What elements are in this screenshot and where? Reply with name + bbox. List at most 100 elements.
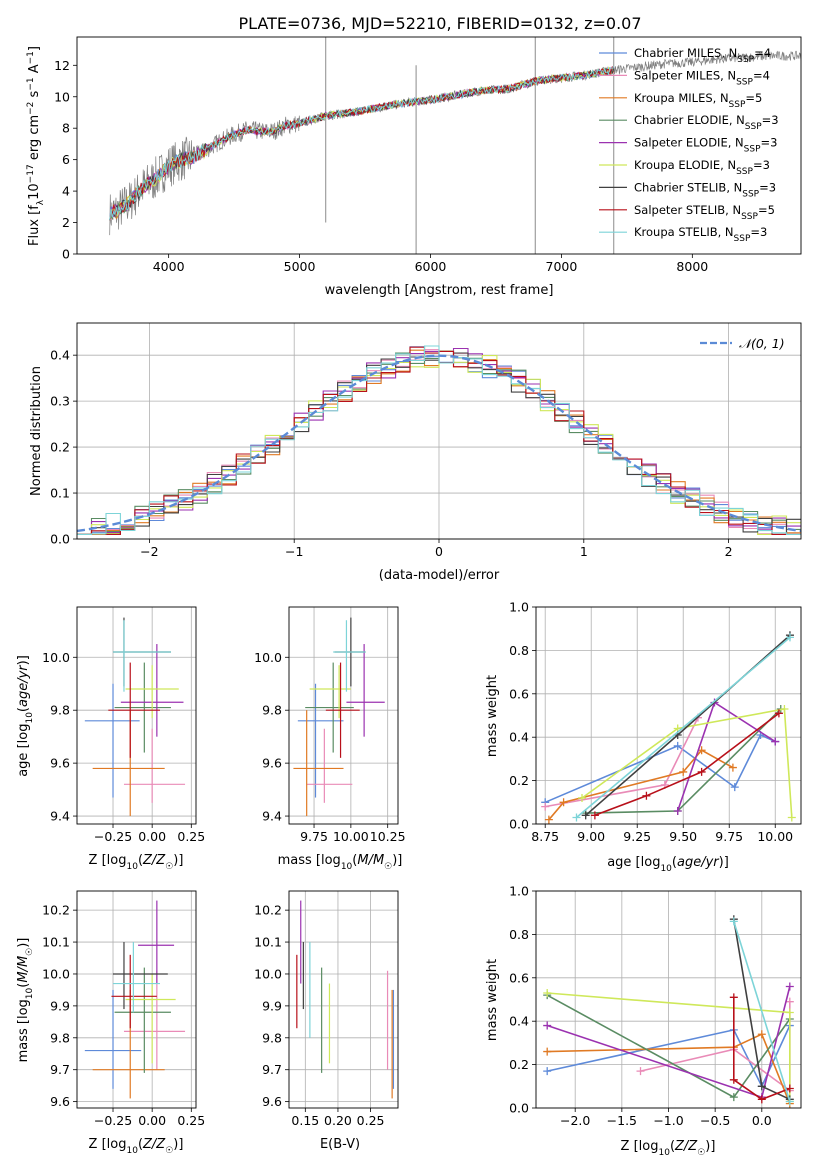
series-marker bbox=[785, 1097, 794, 1106]
plot-content bbox=[543, 915, 794, 1108]
y-tick-label: 12 bbox=[54, 58, 70, 73]
y-tick-label: 9.8 bbox=[262, 703, 282, 718]
y-axis-label: mass [log10(M/M☉)] bbox=[16, 938, 35, 1063]
x-tick-label: 9.50 bbox=[669, 829, 697, 844]
legend: Chabrier MILES, NSSP=4 Salpeter MILES, NS… bbox=[599, 46, 779, 244]
x-tick-label: −1 bbox=[285, 544, 303, 559]
x-tick-label: 2 bbox=[725, 544, 733, 559]
series-marker bbox=[642, 791, 651, 800]
series-marker bbox=[679, 767, 688, 776]
series-marker bbox=[757, 1095, 766, 1104]
axes-mass_weight_vs_age: 8.75 9.00 9.25 9.50 9.75 10.00 0.0 0.2 0.4 0.6 0.8… bbox=[485, 600, 802, 874]
y-tick-label: 4 bbox=[62, 184, 70, 199]
plot-content bbox=[541, 631, 796, 824]
series-marker bbox=[730, 783, 739, 792]
y-tick-label: 9.8 bbox=[262, 1030, 282, 1045]
series-marker bbox=[697, 767, 706, 776]
x-axis-label: Z [log10(Z/Z☉)] bbox=[89, 1137, 184, 1156]
legend-entry: Chabrier ELODIE, NSSP=3 bbox=[634, 113, 779, 132]
x-axis-label: (data-model)/error bbox=[379, 568, 500, 583]
legend-entry: Chabrier STELIB, NSSP=3 bbox=[634, 180, 776, 199]
axes-mass_vs_Z: −0.25 0.00 0.25 9.6 9.7 9.8 9.9 10.0 10.1 10.2 Z [… bbox=[16, 890, 205, 1156]
x-tick-label: 0.0 bbox=[752, 1113, 772, 1128]
series-line bbox=[547, 1033, 791, 1104]
series-marker bbox=[559, 798, 568, 807]
plot-content bbox=[84, 900, 186, 1099]
y-tick-label: 2 bbox=[62, 215, 70, 230]
series-marker bbox=[757, 1030, 766, 1039]
y-axis-label: mass weight bbox=[485, 675, 500, 757]
normal-curve bbox=[77, 354, 801, 533]
x-axis-label: E(B-V) bbox=[320, 1137, 360, 1152]
axes-frame bbox=[76, 36, 802, 255]
x-tick-label: −0.5 bbox=[700, 1113, 730, 1128]
series-marker bbox=[771, 737, 780, 746]
y-tick-label: 10.2 bbox=[42, 903, 70, 918]
y-tick-label: 0.4 bbox=[50, 348, 70, 363]
data-spectrum-line bbox=[109, 50, 801, 236]
x-tick-label: 10.00 bbox=[333, 829, 369, 844]
axes-age_vs_mass: 9.75 10.00 10.25 9.4 9.6 9.8 10.0 mass [log10(M… bbox=[254, 606, 406, 872]
series-marker bbox=[636, 1067, 645, 1076]
series-marker bbox=[543, 1047, 552, 1056]
y-tick-label: 9.9 bbox=[262, 998, 282, 1013]
plot-content bbox=[293, 617, 385, 817]
y-tick-label: 10.1 bbox=[42, 935, 70, 950]
y-tick-label: 0.0 bbox=[509, 817, 529, 832]
y-tick-label: 0.0 bbox=[50, 532, 70, 547]
x-tick-label: 0.25 bbox=[177, 1113, 205, 1128]
x-tick-label: 8.75 bbox=[531, 829, 559, 844]
series-marker bbox=[543, 1021, 552, 1030]
series-line bbox=[733, 921, 791, 1102]
x-tick-label: 6000 bbox=[415, 259, 447, 274]
series-marker bbox=[774, 709, 783, 718]
x-axis-label: wavelength [Angstrom, rest frame] bbox=[325, 283, 554, 298]
plot-content bbox=[84, 617, 186, 817]
series-marker bbox=[780, 704, 789, 713]
series-marker bbox=[785, 982, 794, 991]
series-marker bbox=[729, 917, 738, 926]
legend-entry: Kroupa STELIB, NSSP=3 bbox=[634, 225, 767, 244]
y-tick-label: 0.8 bbox=[509, 643, 529, 658]
x-tick-label: −0.25 bbox=[94, 1113, 132, 1128]
series-marker bbox=[544, 815, 553, 824]
y-tick-label: 0 bbox=[62, 247, 70, 262]
y-tick-label: 10.1 bbox=[254, 935, 282, 950]
y-tick-label: 0.0 bbox=[509, 1101, 529, 1116]
x-tick-label: 9.75 bbox=[715, 829, 743, 844]
legend-entry: Kroupa ELODIE, NSSP=3 bbox=[634, 158, 770, 177]
legend-entry: Salpeter ELODIE, NSSP=3 bbox=[634, 136, 777, 155]
series-marker bbox=[543, 988, 552, 997]
axes-frame bbox=[288, 890, 399, 1109]
series-marker bbox=[787, 813, 796, 822]
y-axis-label: age [log10(age/yr)] bbox=[16, 655, 35, 777]
y-tick-label: 9.8 bbox=[50, 703, 70, 718]
x-tick-label: 9.25 bbox=[623, 829, 651, 844]
series-marker bbox=[728, 763, 737, 772]
x-tick-label: −2 bbox=[140, 544, 158, 559]
y-tick-label: 1.0 bbox=[509, 884, 529, 899]
y-tick-label: 6 bbox=[62, 152, 70, 167]
legend-entry: Salpeter MILES, NSSP=4 bbox=[634, 68, 770, 87]
y-tick-label: 9.8 bbox=[50, 1030, 70, 1045]
axes-frame bbox=[76, 606, 197, 825]
y-tick-label: 0.4 bbox=[509, 1014, 529, 1029]
legend-entry: Kroupa MILES, NSSP=5 bbox=[634, 91, 762, 110]
y-tick-label: 0.6 bbox=[509, 686, 529, 701]
series-marker bbox=[729, 1075, 738, 1084]
series-marker bbox=[673, 806, 682, 815]
y-tick-label: 10 bbox=[54, 89, 70, 104]
x-tick-label: 7000 bbox=[546, 259, 578, 274]
series-marker bbox=[729, 1093, 738, 1102]
y-tick-label: 10.0 bbox=[254, 650, 282, 665]
x-tick-label: 0 bbox=[435, 544, 443, 559]
y-tick-label: 0.2 bbox=[509, 773, 529, 788]
axes-mass_vs_ebv: 0.15 0.20 0.25 9.6 9.7 9.8 9.9 10.0 10.1 10.2 E(B-… bbox=[254, 890, 399, 1152]
series-line bbox=[548, 749, 734, 821]
x-tick-label: −1.0 bbox=[653, 1113, 683, 1128]
x-tick-label: 9.75 bbox=[300, 829, 328, 844]
x-tick-label: −1.5 bbox=[607, 1113, 637, 1128]
series-marker bbox=[578, 793, 587, 802]
series-marker bbox=[785, 1084, 794, 1093]
